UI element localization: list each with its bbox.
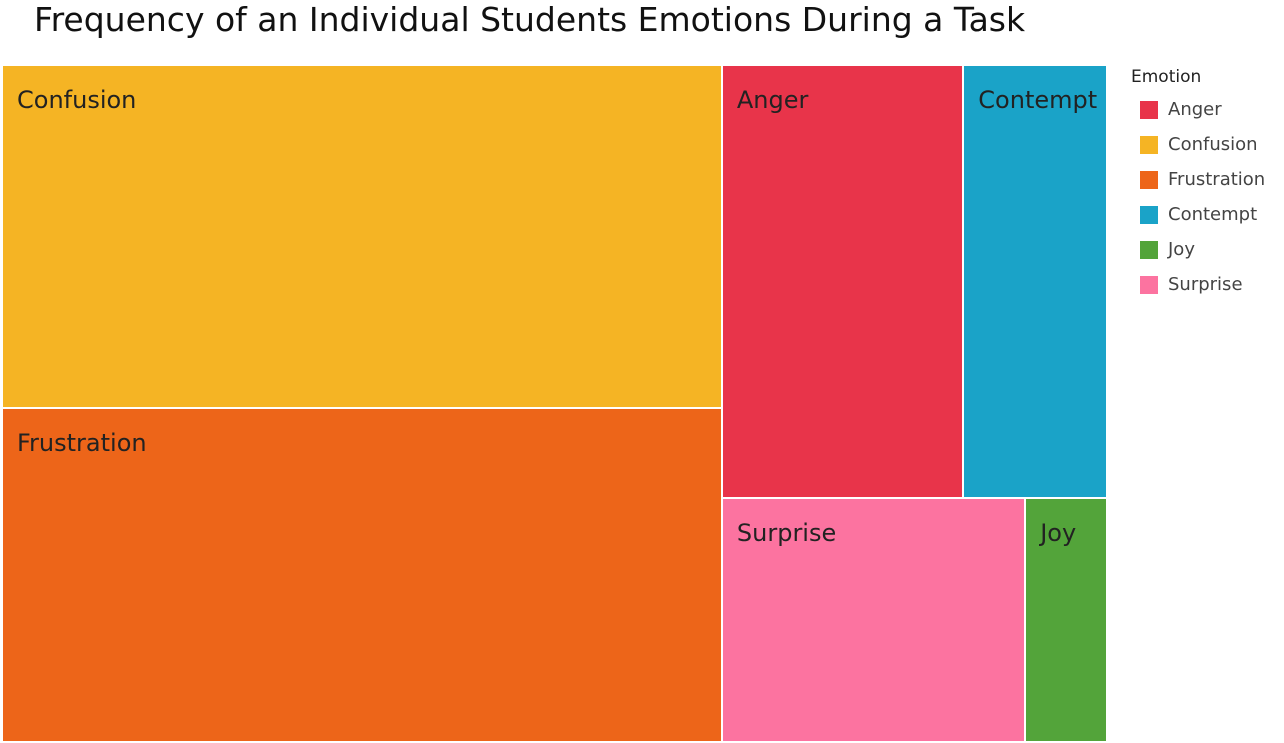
treemap-tile-joy: Joy (1025, 498, 1107, 742)
legend-label: Joy (1168, 239, 1195, 260)
treemap-tile-contempt: Contempt (963, 65, 1107, 499)
chart-title: Frequency of an Individual Students Emot… (34, 0, 1026, 39)
treemap-tile-label: Joy (1040, 519, 1077, 548)
treemap-tile-surprise: Surprise (721, 498, 1026, 742)
legend-swatch (1140, 100, 1158, 119)
legend-label: Anger (1168, 99, 1222, 120)
legend-title: Emotion (1131, 67, 1202, 87)
treemap-tile-frustration: Frustration (2, 407, 722, 742)
legend-label: Contempt (1168, 204, 1258, 225)
treemap-tile-confusion: Confusion (2, 65, 722, 408)
legend-item[interactable]: Joy (1131, 232, 1284, 267)
treemap-tile-label: Anger (736, 86, 809, 114)
legend-swatch (1140, 170, 1158, 189)
treemap: Confusion Frustration Anger Contempt Surpris… (2, 65, 1107, 742)
legend-item[interactable]: Contempt (1131, 197, 1284, 232)
legend-label: Confusion (1168, 134, 1258, 155)
legend-label: Surprise (1168, 274, 1243, 295)
legend-swatch (1140, 135, 1158, 154)
treemap-tile-label: Contempt (978, 86, 1098, 114)
treemap-tile-label: Confusion (17, 86, 137, 114)
legend-items: Anger Confusion Frustration Contempt Joy Surp… (1131, 92, 1284, 302)
legend: Emotion Anger Confusion Frustration Contemp… (1131, 66, 1284, 302)
treemap-tile-label: Surprise (736, 519, 837, 548)
treemap-tile-anger: Anger (721, 65, 964, 499)
legend-item[interactable]: Surprise (1131, 267, 1284, 302)
legend-item[interactable]: Anger (1131, 92, 1284, 127)
legend-swatch (1140, 275, 1158, 294)
legend-swatch (1140, 205, 1158, 224)
legend-label: Frustration (1168, 169, 1266, 190)
treemap-tile-label: Frustration (17, 428, 147, 457)
legend-swatch (1140, 240, 1158, 259)
legend-item[interactable]: Frustration (1131, 162, 1284, 197)
legend-item[interactable]: Confusion (1131, 127, 1284, 162)
